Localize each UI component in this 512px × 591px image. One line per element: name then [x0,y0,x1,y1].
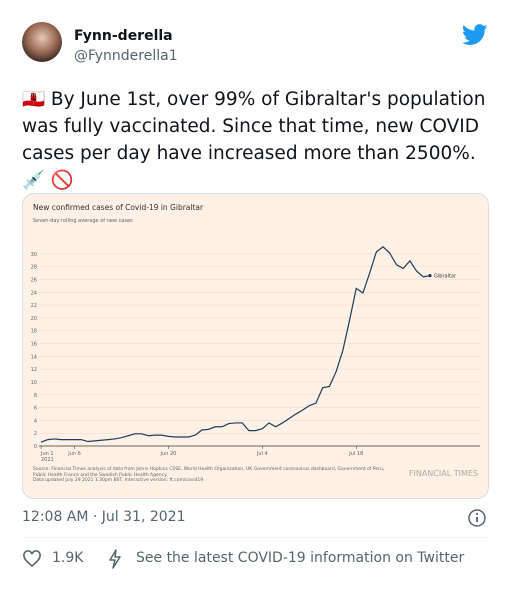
y-tick-label: 20 [31,316,37,322]
y-tick-label: 24 [31,290,37,296]
y-tick-label: 10 [31,380,37,386]
y-tick-label: 14 [31,354,37,360]
x-tick-label: Jul 4 [256,451,268,457]
y-tick-label: 2 [34,431,37,437]
series-line [40,245,431,443]
avatar[interactable] [22,22,62,62]
y-tick-label: 26 [31,277,37,283]
like-icon[interactable] [22,549,42,569]
x-tick-label: Jul 18 [348,451,363,457]
user-handle[interactable]: @Fynnderella1 [74,48,178,64]
y-tick-label: 16 [31,342,37,348]
chart-title: New confirmed cases of Covid-19 in Gibra… [33,203,204,212]
timestamp[interactable]: 12:08 AM · Jul 31, 2021 [22,509,186,525]
y-tick-label: 8 [34,393,37,399]
chart-source: Source: Financial Times analysis of data… [33,467,393,484]
x-tick-label: Jun 6 [67,451,81,457]
user-name[interactable]: Fynn-derella [74,28,173,44]
twitter-logo[interactable] [462,24,488,46]
chart-image[interactable]: New confirmed cases of Covid-19 in Gibra… [22,193,489,499]
covid-link[interactable]: See the latest COVID-19 information on T… [136,550,465,566]
tweet-text: 🇬🇮 By June 1st, over 99% of Gibraltar's … [22,89,486,191]
y-tick-label: 0 [34,444,37,450]
divider [22,537,488,538]
info-icon[interactable] [467,508,487,528]
y-tick-label: 22 [31,303,37,309]
x-tick-label: Jun 1 2021 [40,451,54,463]
x-tick-label: Jun 20 [160,451,177,457]
y-tick-label: 28 [31,265,37,271]
y-tick-label: 30 [31,252,37,258]
series-label: Gibraltar [434,274,457,280]
chart-subtitle: Seven-day rolling average of new cases [33,218,133,224]
y-tick-label: 18 [31,329,37,335]
updated: Data updated July 29 2021 1.30pm BST. In… [33,478,204,483]
chart: New confirmed cases of Covid-19 in Gibra… [31,203,480,478]
y-tick-label: 6 [34,406,37,412]
like-count[interactable]: 1.9K [52,550,84,566]
source: Source: Financial Times analysis of data… [33,467,385,478]
y-tick-label: 12 [31,367,37,373]
brand: FINANCIAL TIMES [409,469,478,478]
y-tick-label: 4 [34,418,37,424]
bolt-icon[interactable] [106,548,124,570]
end-dot [428,273,432,278]
